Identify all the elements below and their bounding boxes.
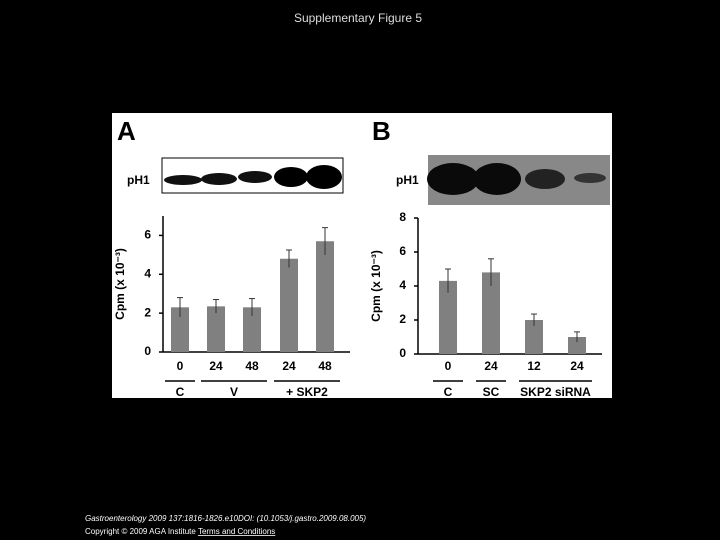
group-label: SC bbox=[483, 385, 500, 399]
copyright-text: Copyright © 2009 AGA Institute bbox=[85, 527, 196, 536]
blot-band bbox=[164, 175, 202, 185]
bar bbox=[207, 306, 225, 352]
y-tick-label: 2 bbox=[144, 305, 151, 319]
blot-band bbox=[473, 163, 521, 195]
panel-label: B bbox=[372, 116, 391, 146]
x-tick-label: 48 bbox=[245, 359, 259, 373]
bar bbox=[439, 280, 457, 354]
x-tick-label: 48 bbox=[318, 359, 332, 373]
copyright: Copyright © 2009 AGA Institute Terms and… bbox=[85, 527, 275, 536]
x-tick-label: 24 bbox=[570, 359, 584, 373]
x-tick-label: 12 bbox=[527, 359, 541, 373]
x-tick-label: 0 bbox=[445, 359, 452, 373]
y-tick-label: 4 bbox=[399, 278, 406, 292]
blot-band bbox=[525, 169, 565, 189]
terms-link[interactable]: Terms and Conditions bbox=[198, 527, 275, 536]
blot-band bbox=[274, 167, 308, 187]
blot-band bbox=[306, 165, 342, 189]
panel-label: A bbox=[117, 116, 136, 146]
group-label: + SKP2 bbox=[286, 385, 328, 399]
bar bbox=[568, 337, 586, 354]
blot-label: pH1 bbox=[396, 173, 419, 187]
x-tick-label: 24 bbox=[282, 359, 296, 373]
bar bbox=[316, 241, 334, 352]
group-label: C bbox=[176, 385, 185, 399]
group-label: SKP2 siRNA bbox=[520, 385, 591, 399]
x-tick-label: 0 bbox=[177, 359, 184, 373]
y-tick-label: 4 bbox=[144, 266, 151, 280]
blot-label: pH1 bbox=[127, 173, 150, 187]
y-tick-label: 6 bbox=[399, 244, 406, 258]
y-tick-label: 6 bbox=[144, 228, 151, 242]
blot-band bbox=[238, 171, 272, 183]
slide-title: Supplementary Figure 5 bbox=[294, 11, 422, 25]
bar bbox=[482, 272, 500, 354]
blot-band bbox=[201, 173, 237, 185]
y-axis-label: Cpm (x 10⁻³) bbox=[369, 250, 383, 322]
y-tick-label: 0 bbox=[399, 346, 406, 360]
x-tick-label: 24 bbox=[484, 359, 498, 373]
blot-band bbox=[574, 173, 606, 183]
citation: Gastroenterology 2009 137:1816-1826.e10D… bbox=[85, 514, 366, 523]
group-label: C bbox=[444, 385, 453, 399]
y-tick-label: 8 bbox=[399, 210, 406, 224]
blot-band bbox=[427, 163, 479, 195]
y-axis-label: Cpm (x 10⁻³) bbox=[113, 248, 127, 320]
bar bbox=[280, 258, 298, 352]
y-tick-label: 0 bbox=[144, 344, 151, 358]
y-tick-label: 2 bbox=[399, 312, 406, 326]
bar bbox=[243, 307, 261, 352]
bar bbox=[525, 320, 543, 354]
bar bbox=[171, 307, 189, 352]
group-label: V bbox=[230, 385, 238, 399]
x-tick-label: 24 bbox=[209, 359, 223, 373]
